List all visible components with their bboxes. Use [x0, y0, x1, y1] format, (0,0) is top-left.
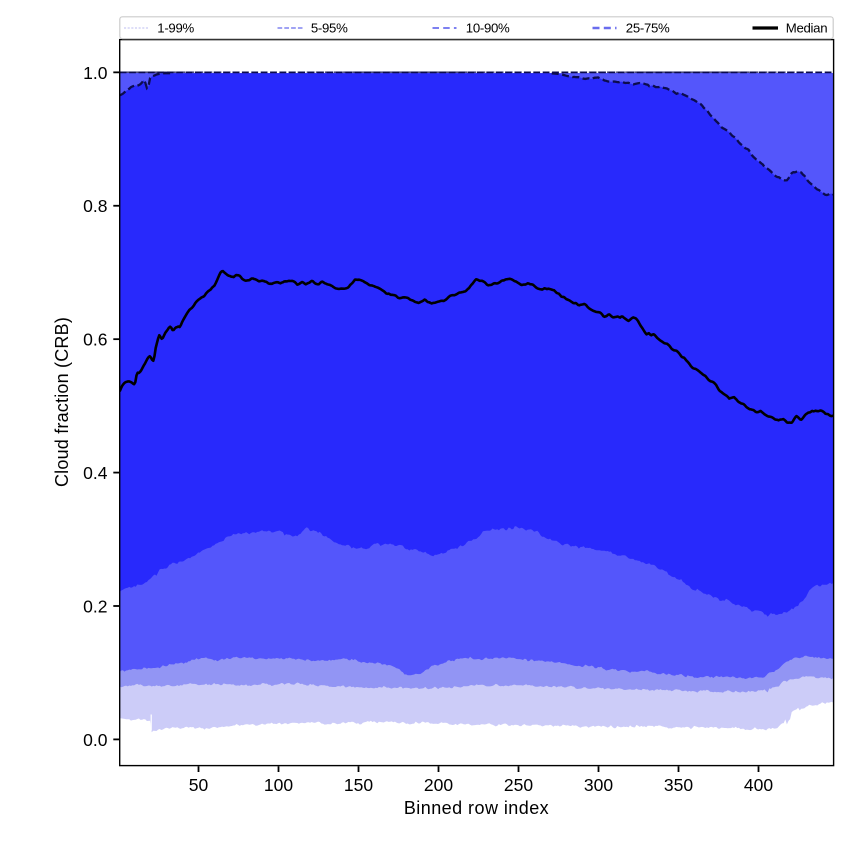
svg-text:100: 100	[264, 775, 293, 795]
svg-text:250: 250	[504, 775, 533, 795]
svg-text:0.2: 0.2	[83, 596, 107, 616]
svg-text:0.8: 0.8	[83, 196, 107, 216]
svg-text:Cloud fraction (CRB): Cloud fraction (CRB)	[52, 317, 72, 487]
svg-text:Binned row index: Binned row index	[404, 798, 549, 818]
svg-text:10-90%: 10-90%	[466, 20, 510, 35]
svg-text:350: 350	[664, 775, 693, 795]
svg-text:0.6: 0.6	[83, 330, 107, 350]
svg-text:0.4: 0.4	[83, 463, 108, 483]
svg-text:1-99%: 1-99%	[157, 20, 194, 35]
svg-text:50: 50	[189, 775, 209, 795]
svg-text:200: 200	[424, 775, 453, 795]
svg-text:300: 300	[584, 775, 613, 795]
svg-text:5-95%: 5-95%	[311, 20, 348, 35]
svg-text:Median: Median	[786, 20, 827, 35]
svg-text:150: 150	[344, 775, 373, 795]
svg-text:25-75%: 25-75%	[626, 20, 670, 35]
svg-text:400: 400	[744, 775, 773, 795]
svg-text:0.0: 0.0	[83, 730, 108, 750]
svg-text:1.0: 1.0	[83, 63, 108, 83]
